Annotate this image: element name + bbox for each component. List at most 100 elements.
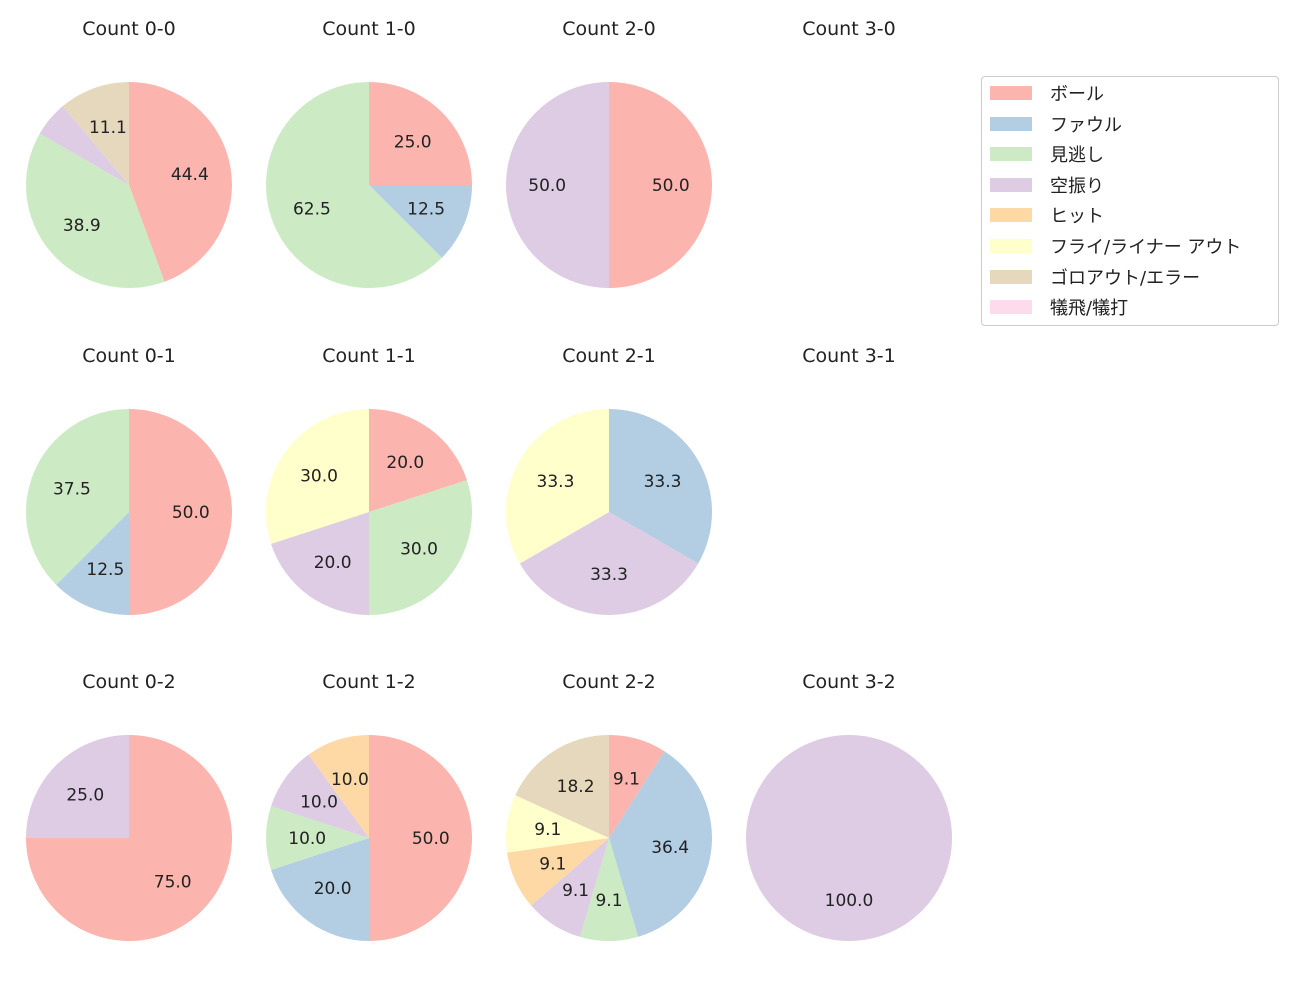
- legend-label: ゴロアウト/エラー: [1050, 267, 1201, 289]
- legend-label: 空振り: [1050, 175, 1104, 197]
- slice-label: 12.5: [407, 200, 445, 220]
- legend-label: フライ/ライナー アウト: [1050, 237, 1242, 258]
- slice-label: 50.0: [652, 176, 690, 196]
- legend-swatch: [990, 147, 1032, 162]
- slice-label: 10.0: [288, 829, 326, 849]
- pie-slice: [129, 82, 232, 282]
- pie-title: Count 1-0: [322, 18, 416, 40]
- pie-slice: [62, 82, 129, 185]
- legend-swatch: [990, 86, 1032, 100]
- pie-slice: [265, 806, 369, 870]
- slice-label: 9.1: [613, 770, 640, 790]
- legend-swatch: [990, 239, 1032, 253]
- slice-label: 36.4: [651, 838, 689, 858]
- pie-slice: [266, 409, 369, 544]
- slice-label: 18.2: [557, 777, 595, 797]
- legend-label: ヒット: [1050, 206, 1104, 228]
- slice-label: 44.4: [171, 165, 209, 185]
- pie-slice: [369, 409, 467, 512]
- pie-slice: [746, 735, 952, 941]
- pie-slice: [308, 735, 369, 838]
- pie-title: Count 1-2: [322, 671, 416, 693]
- pie-slice: [609, 409, 712, 564]
- pie-title: Count 3-2: [802, 671, 896, 693]
- pie-slice: [515, 735, 609, 838]
- slice-label: 25.0: [66, 785, 104, 805]
- pie-title: Count 0-0: [82, 18, 176, 40]
- pie-slice: [369, 480, 472, 615]
- legend-swatch: [990, 177, 1032, 192]
- legend: ボールファウル見逃し空振りヒットフライ/ライナー アウト ゴロアウト/エラー 犠飛/…: [981, 76, 1279, 326]
- pie-slice: [369, 185, 472, 258]
- slice-label: 10.0: [331, 770, 369, 790]
- legend-label: 犠飛/犠打: [1050, 298, 1129, 320]
- slice-label: 100.0: [825, 891, 874, 911]
- slice-label: 38.9: [63, 216, 101, 236]
- pie-slice: [506, 82, 609, 288]
- slice-label: 33.3: [590, 565, 628, 585]
- pie-title: Count 3-0: [802, 18, 896, 40]
- pie-slice: [26, 133, 165, 288]
- pie-slice: [609, 751, 712, 937]
- pie-slice: [506, 409, 609, 564]
- pie-slice: [26, 409, 130, 585]
- legend-label: ボール: [1050, 84, 1104, 105]
- slice-label: 30.0: [300, 467, 338, 487]
- pie-slice: [609, 82, 712, 288]
- slice-label: 33.3: [537, 472, 575, 492]
- legend-swatch: [990, 208, 1032, 223]
- pie-title: Count 3-1: [802, 345, 896, 367]
- pie-slice: [26, 735, 129, 838]
- pie-slice: [609, 735, 665, 838]
- legend-swatch: [990, 116, 1032, 131]
- slice-label: 10.0: [300, 793, 338, 813]
- pie-slice: [369, 82, 472, 185]
- slice-label: 20.0: [314, 553, 352, 573]
- pie-slice: [129, 409, 232, 615]
- slice-label: 11.1: [89, 118, 127, 138]
- slice-label: 62.5: [293, 200, 331, 220]
- pie-slice: [369, 735, 472, 941]
- pie-slice: [505, 795, 609, 853]
- slice-label: 25.0: [394, 132, 432, 152]
- slice-label: 50.0: [412, 829, 450, 849]
- slice-label: 12.5: [86, 560, 124, 580]
- pie-title: Count 2-1: [562, 345, 656, 367]
- legend-item: ファウル: [990, 112, 1122, 136]
- legend-item: 犠飛/犠打: [990, 295, 1128, 319]
- pie-title: Count 0-2: [82, 671, 176, 693]
- pie-slice: [56, 512, 130, 615]
- slice-label: 9.1: [534, 820, 561, 840]
- pie-slice: [507, 838, 609, 906]
- slice-label: 9.1: [562, 881, 589, 901]
- legend-label: ファウル: [1050, 114, 1122, 136]
- pie-slice: [519, 512, 699, 615]
- pie-slice: [265, 82, 442, 288]
- legend-item: ボール: [990, 81, 1104, 105]
- legend-swatch: [990, 300, 1032, 315]
- legend-item: 空振り: [990, 173, 1104, 197]
- pie-title: Count 2-0: [562, 18, 656, 40]
- pie-slice: [39, 106, 129, 185]
- pie-slice: [271, 754, 369, 838]
- slice-label: 30.0: [400, 539, 438, 559]
- legend-item: フライ/ライナー アウト: [990, 234, 1241, 258]
- legend-item: ゴロアウト/エラー: [990, 265, 1200, 289]
- slice-label: 50.0: [172, 503, 210, 523]
- slice-label: 9.1: [595, 891, 622, 911]
- legend-item: 見逃し: [990, 142, 1104, 166]
- legend-label: 見逃し: [1050, 145, 1104, 167]
- slice-label: 37.5: [53, 479, 91, 499]
- legend-item: ヒット: [990, 203, 1104, 227]
- slice-label: 9.1: [539, 855, 566, 875]
- legend-swatch: [990, 269, 1032, 284]
- slice-label: 33.3: [644, 472, 682, 492]
- pie-slice: [579, 838, 639, 941]
- pie-slice: [271, 838, 369, 941]
- pie-title: Count 2-2: [562, 671, 656, 693]
- slice-label: 20.0: [386, 453, 424, 473]
- pie-slice: [531, 838, 609, 937]
- pie-slice: [271, 512, 369, 615]
